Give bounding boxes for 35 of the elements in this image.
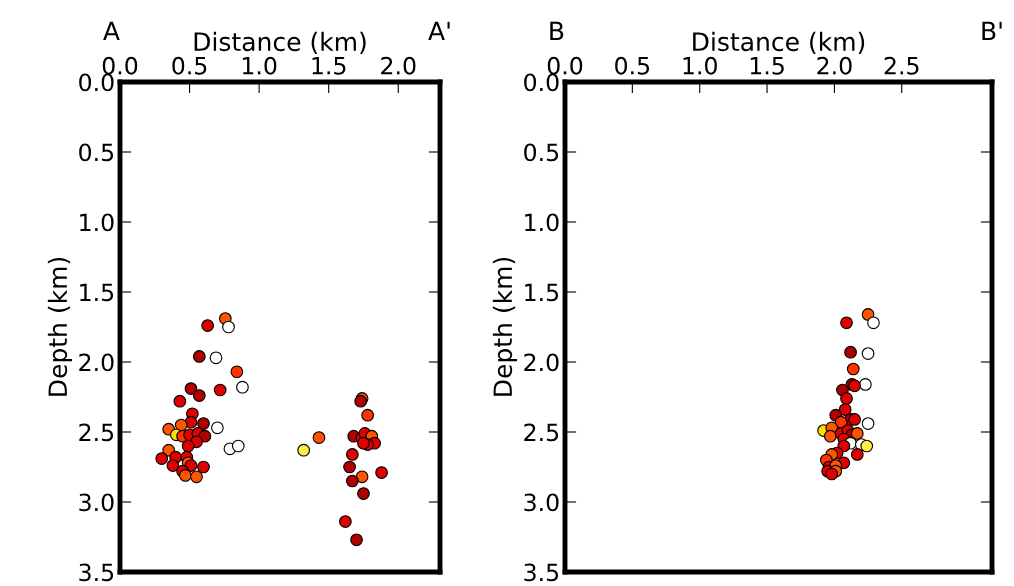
x-tick-label: 1.5 (750, 57, 784, 75)
y-tick-label: 2.5 (524, 423, 559, 442)
y-tick-label: 0.5 (524, 143, 559, 162)
y-tick-label: 2.0 (79, 353, 114, 372)
x-tick-label: 1.5 (312, 57, 346, 75)
text: A (103, 21, 120, 41)
y-tick-label: 0.5 (79, 143, 114, 162)
y-tick-label: 1.5 (525, 283, 559, 302)
text: A' (428, 21, 450, 41)
y-tick-label: 3.5 (79, 563, 114, 582)
x-tick-label: 0.5 (172, 56, 207, 75)
x-tick-label: 0.0 (102, 56, 138, 75)
y-tick-label: 3.5 (524, 563, 559, 582)
x-tick-label: 1.0 (683, 56, 717, 75)
y-tick-label: 2.5 (79, 423, 114, 442)
y-axis-title: Depth (km) (47, 257, 73, 396)
x-tick-label: 2.0 (817, 56, 852, 75)
y-tick-label: 3.0 (524, 493, 559, 512)
x-tick-label: 0.0 (547, 56, 583, 75)
y-tick-label: 2.0 (524, 353, 559, 372)
x-tick-label: 1.0 (242, 56, 277, 75)
x-axis-title: Distance (km) (194, 31, 366, 55)
y-tick-label: 1.0 (525, 213, 559, 232)
x-tick-label: 2.5 (884, 56, 919, 75)
y-tick-label: 1.0 (80, 213, 114, 232)
x-tick-label: 2.0 (381, 56, 416, 75)
text: B' (982, 21, 1002, 41)
x-tick-label: 0.5 (615, 56, 650, 75)
y-axis-title: Depth (km) (492, 257, 518, 396)
y-tick-label: 1.5 (80, 283, 114, 302)
y-tick-label: 3.0 (79, 493, 114, 512)
y-tick-label: 0.0 (79, 73, 114, 92)
x-axis-title: Distance (km) (693, 31, 865, 55)
text: B (550, 21, 564, 41)
y-tick-label: 0.0 (524, 73, 559, 92)
